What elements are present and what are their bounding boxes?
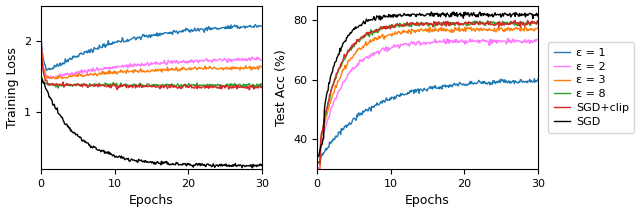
X-axis label: Epochs: Epochs (129, 194, 174, 207)
X-axis label: Epochs: Epochs (405, 194, 450, 207)
Legend: ε = 1, ε = 2, ε = 3, ε = 8, SGD+clip, SGD: ε = 1, ε = 2, ε = 3, ε = 8, SGD+clip, SG… (548, 42, 634, 133)
Y-axis label: Training Loss: Training Loss (6, 47, 19, 128)
Y-axis label: Test Acc (%): Test Acc (%) (275, 49, 287, 126)
